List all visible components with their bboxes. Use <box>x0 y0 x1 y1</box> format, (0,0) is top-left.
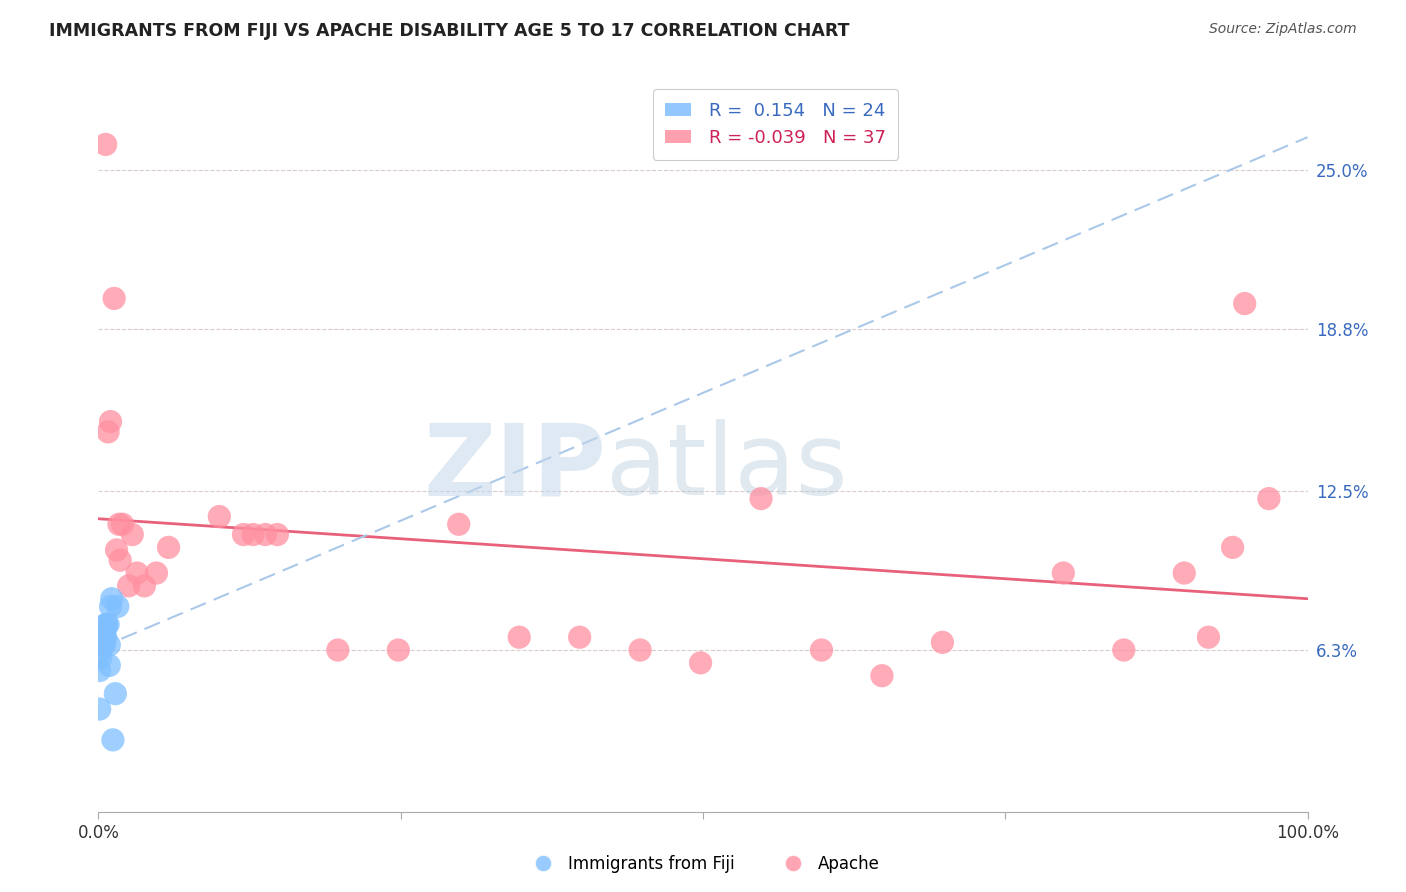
Point <box>118 579 141 593</box>
Point <box>689 656 711 670</box>
Point <box>101 732 124 747</box>
Point <box>107 599 129 614</box>
Point <box>242 527 264 541</box>
Point <box>93 630 115 644</box>
Point <box>1173 566 1195 580</box>
Legend: R =  0.154   N = 24, R = -0.039   N = 37: R = 0.154 N = 24, R = -0.039 N = 37 <box>652 89 898 160</box>
Point <box>749 491 772 506</box>
Point <box>326 643 349 657</box>
Point <box>266 527 288 541</box>
Point <box>96 617 118 632</box>
Text: ZIP: ZIP <box>423 419 606 516</box>
Point <box>108 517 131 532</box>
Point <box>91 632 114 647</box>
Text: atlas: atlas <box>606 419 848 516</box>
Point <box>97 425 120 439</box>
Point <box>98 658 121 673</box>
Legend: Immigrants from Fiji, Apache: Immigrants from Fiji, Apache <box>520 848 886 880</box>
Point <box>104 687 127 701</box>
Point <box>97 617 120 632</box>
Point <box>1197 630 1219 644</box>
Point <box>121 527 143 541</box>
Point <box>1112 643 1135 657</box>
Point <box>90 643 112 657</box>
Point <box>111 517 134 532</box>
Point <box>94 617 117 632</box>
Point <box>810 643 832 657</box>
Point <box>100 591 122 606</box>
Point <box>387 643 409 657</box>
Point <box>108 553 131 567</box>
Point <box>145 566 167 580</box>
Point <box>89 664 111 678</box>
Point <box>447 517 470 532</box>
Point <box>89 702 111 716</box>
Point <box>1222 541 1244 555</box>
Point <box>931 635 953 649</box>
Point <box>254 527 277 541</box>
Text: Source: ZipAtlas.com: Source: ZipAtlas.com <box>1209 22 1357 37</box>
Point <box>134 579 156 593</box>
Point <box>870 669 893 683</box>
Point <box>628 643 651 657</box>
Point <box>208 509 231 524</box>
Point <box>508 630 530 644</box>
Point <box>93 625 115 640</box>
Point <box>90 650 112 665</box>
Point <box>568 630 591 644</box>
Point <box>98 638 121 652</box>
Point <box>91 638 114 652</box>
Point <box>91 627 114 641</box>
Point <box>91 627 114 641</box>
Point <box>1257 491 1279 506</box>
Point <box>91 623 114 637</box>
Text: IMMIGRANTS FROM FIJI VS APACHE DISABILITY AGE 5 TO 17 CORRELATION CHART: IMMIGRANTS FROM FIJI VS APACHE DISABILIT… <box>49 22 849 40</box>
Point <box>103 292 125 306</box>
Point <box>91 630 114 644</box>
Point <box>94 630 117 644</box>
Point <box>157 541 180 555</box>
Point <box>100 599 122 614</box>
Point <box>127 566 149 580</box>
Point <box>1233 296 1256 310</box>
Point <box>93 638 115 652</box>
Point <box>232 527 254 541</box>
Point <box>1052 566 1074 580</box>
Point <box>100 415 122 429</box>
Point <box>94 137 117 152</box>
Point <box>105 543 128 558</box>
